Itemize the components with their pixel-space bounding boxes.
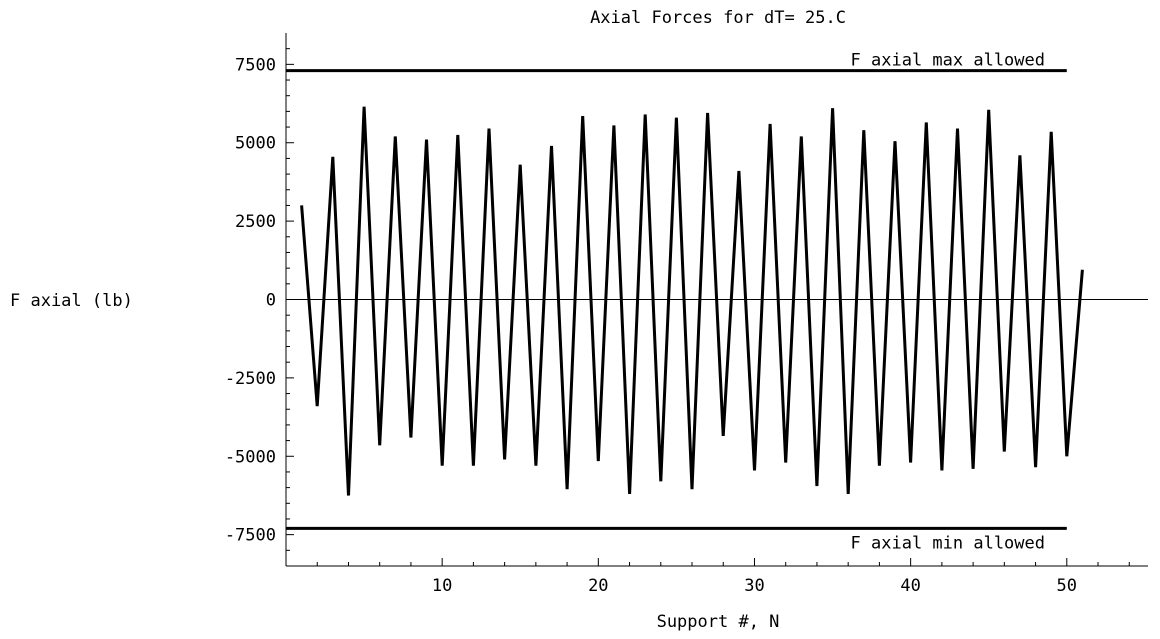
x-tick-label: 10 [432, 576, 452, 596]
series-line [300, 106, 1084, 496]
ticks: 7500 5000 2500 0 -2500 -5000 -7500 10 20 30 40 50 [225, 48, 1130, 596]
y-tick-label: 2500 [235, 212, 276, 232]
y-tick-label: -5000 [225, 447, 276, 467]
y-tick-label: -7500 [225, 526, 276, 546]
y-tick-label: -2500 [225, 369, 276, 389]
reference-lines: F axial max allowed F axial min allowed [286, 51, 1067, 553]
x-axis-label: Support #, N [657, 612, 780, 632]
series [300, 106, 1084, 496]
y-tick-label: 0 [266, 291, 276, 311]
reference-line-label: F axial min allowed [851, 533, 1045, 553]
y-tick-label: 5000 [235, 134, 276, 154]
x-tick-label: 40 [900, 576, 920, 596]
x-tick-label: 30 [744, 576, 764, 596]
x-tick-label: 20 [588, 576, 608, 596]
reference-line-label: F axial max allowed [851, 51, 1045, 71]
x-tick-label: 50 [1057, 576, 1077, 596]
chart-title: Axial Forces for dT= 25.C [590, 8, 846, 28]
y-tick-label: 7500 [235, 55, 276, 75]
y-axis-label: F axial (lb) [10, 291, 133, 311]
